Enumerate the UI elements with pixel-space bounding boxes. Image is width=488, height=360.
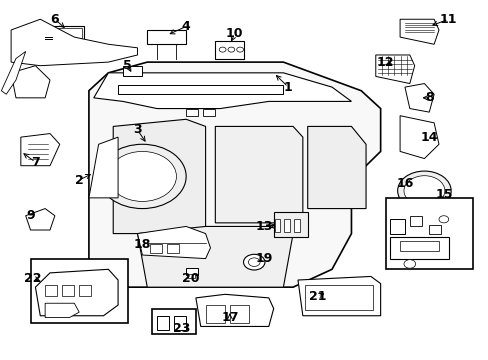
Polygon shape xyxy=(11,19,137,66)
Bar xyxy=(52,28,81,42)
Bar xyxy=(122,66,142,76)
Text: 13: 13 xyxy=(255,220,272,233)
Polygon shape xyxy=(399,116,438,158)
Bar xyxy=(305,285,372,310)
Polygon shape xyxy=(89,62,380,287)
Bar xyxy=(157,316,169,330)
Polygon shape xyxy=(307,126,366,208)
Text: 11: 11 xyxy=(439,13,457,26)
Polygon shape xyxy=(196,294,273,327)
Circle shape xyxy=(236,47,243,52)
Bar xyxy=(389,219,404,234)
Polygon shape xyxy=(215,126,302,223)
Circle shape xyxy=(248,258,260,266)
Text: 21: 21 xyxy=(308,289,325,303)
Bar xyxy=(205,305,224,323)
Bar xyxy=(284,219,289,232)
Bar xyxy=(62,285,74,296)
Circle shape xyxy=(108,152,176,202)
Bar xyxy=(389,237,448,258)
Text: 14: 14 xyxy=(420,131,437,144)
Circle shape xyxy=(227,47,234,52)
Text: 6: 6 xyxy=(50,13,59,26)
Bar xyxy=(203,109,215,116)
Circle shape xyxy=(403,176,444,206)
Text: 22: 22 xyxy=(24,272,41,285)
Bar xyxy=(79,285,91,296)
Polygon shape xyxy=(297,276,380,316)
Circle shape xyxy=(219,47,225,52)
Text: 8: 8 xyxy=(424,91,433,104)
Text: 19: 19 xyxy=(255,252,272,265)
Bar xyxy=(273,212,307,237)
Text: 1: 1 xyxy=(284,81,292,94)
Polygon shape xyxy=(45,303,79,318)
Bar xyxy=(186,109,198,116)
Bar xyxy=(149,244,162,253)
Polygon shape xyxy=(137,226,210,258)
Text: 12: 12 xyxy=(376,55,393,69)
Polygon shape xyxy=(113,119,205,234)
Circle shape xyxy=(438,216,448,223)
Text: 23: 23 xyxy=(172,322,190,335)
Polygon shape xyxy=(399,19,438,44)
Text: 4: 4 xyxy=(182,20,190,33)
Text: 20: 20 xyxy=(182,272,200,285)
Text: 9: 9 xyxy=(26,209,35,222)
Circle shape xyxy=(243,254,264,270)
Bar xyxy=(409,216,421,226)
Text: 7: 7 xyxy=(31,156,40,168)
Bar xyxy=(118,85,283,94)
Bar xyxy=(174,316,186,330)
Bar xyxy=(274,219,280,232)
Bar xyxy=(385,198,472,269)
Bar xyxy=(50,26,84,44)
Circle shape xyxy=(99,144,186,208)
Text: 10: 10 xyxy=(225,27,243,40)
Polygon shape xyxy=(1,51,26,94)
Polygon shape xyxy=(11,66,50,98)
Bar xyxy=(215,41,244,59)
Bar xyxy=(147,30,186,44)
Text: 3: 3 xyxy=(133,123,142,136)
Text: 2: 2 xyxy=(75,174,83,186)
Text: 16: 16 xyxy=(395,177,413,190)
Bar xyxy=(229,305,249,323)
Bar xyxy=(293,219,299,232)
Bar xyxy=(188,274,195,278)
Circle shape xyxy=(403,260,415,268)
Text: 5: 5 xyxy=(123,59,132,72)
Bar xyxy=(30,258,127,323)
Bar xyxy=(186,267,198,275)
Polygon shape xyxy=(94,73,351,109)
Polygon shape xyxy=(35,269,118,316)
Bar xyxy=(428,225,441,234)
Polygon shape xyxy=(137,226,292,287)
Polygon shape xyxy=(26,208,55,230)
Polygon shape xyxy=(89,137,118,198)
Polygon shape xyxy=(21,134,60,166)
Text: 18: 18 xyxy=(133,238,151,251)
Bar xyxy=(399,241,438,251)
Bar xyxy=(45,285,57,296)
Polygon shape xyxy=(375,55,414,84)
Circle shape xyxy=(397,171,450,210)
Text: 17: 17 xyxy=(221,311,238,324)
Bar xyxy=(152,309,196,334)
Polygon shape xyxy=(404,84,433,112)
Text: 15: 15 xyxy=(434,188,452,201)
Bar xyxy=(166,244,179,253)
